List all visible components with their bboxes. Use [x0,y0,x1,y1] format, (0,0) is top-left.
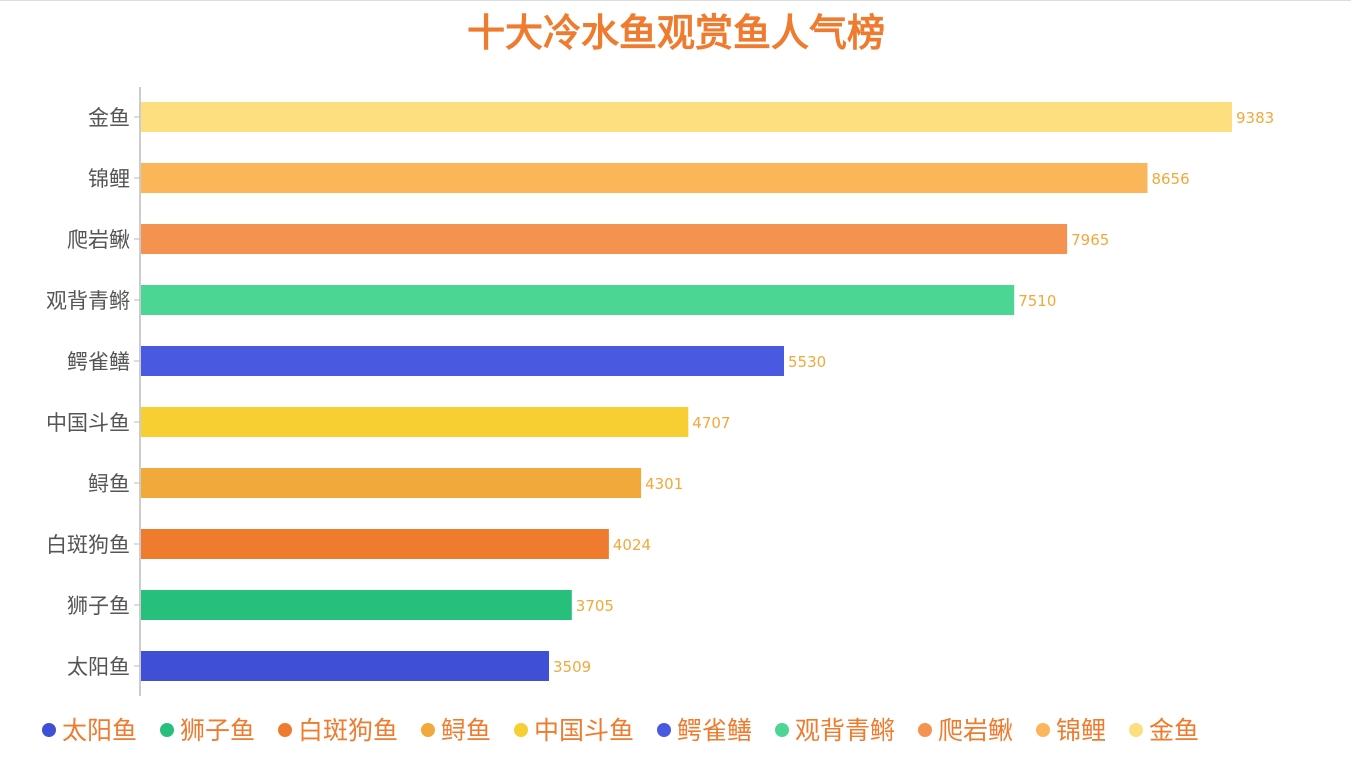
bar[interactable] [141,468,642,498]
data-label: 5530 [788,353,826,371]
legend-marker-icon [160,723,174,737]
legend-marker-icon [657,723,671,737]
y-tick-label: 中国斗鱼 [46,411,130,435]
legend-item[interactable]: 太阳鱼 [42,716,137,745]
bar[interactable] [141,285,1015,315]
legend-label: 金鱼 [1149,716,1199,745]
legend-marker-icon [514,723,528,737]
legend-marker-icon [42,723,56,737]
legend-item[interactable]: 锦鲤 [1036,716,1106,745]
y-tick-label: 鲟鱼 [88,472,130,496]
legend-item[interactable]: 狮子鱼 [160,716,255,745]
legend-label: 中国斗鱼 [534,716,634,745]
legend-marker-icon [278,723,292,737]
legend-item[interactable]: 鳄雀鳝 [657,716,752,745]
legend-label: 狮子鱼 [180,716,255,745]
legend-label: 观背青鳉 [795,716,895,745]
legend-marker-icon [1129,723,1143,737]
legend-item[interactable]: 观背青鳉 [775,716,895,745]
bar[interactable] [141,529,609,559]
legend-label: 锦鲤 [1056,716,1106,745]
legend-label: 太阳鱼 [62,716,137,745]
data-label: 3705 [576,597,614,615]
data-label: 7510 [1018,292,1056,310]
y-tick-label: 白斑狗鱼 [46,533,130,557]
data-label: 4301 [645,475,683,493]
bar[interactable] [141,102,1232,132]
bar[interactable] [141,651,550,681]
data-label: 7965 [1071,231,1109,249]
legend-marker-icon [421,723,435,737]
bar[interactable] [141,590,572,620]
legend-label: 白斑狗鱼 [298,716,398,745]
y-tick-label: 观背青鳉 [46,289,130,313]
y-tick-label: 锦鲤 [88,167,130,191]
legend-item[interactable]: 白斑狗鱼 [278,716,398,745]
data-label: 4707 [692,414,730,432]
bar[interactable] [141,224,1068,254]
y-tick-label: 金鱼 [88,106,130,130]
y-tick-label: 爬岩鳅 [67,228,130,252]
legend-item[interactable]: 鲟鱼 [421,716,491,745]
y-tick-label: 太阳鱼 [67,655,130,679]
bar[interactable] [141,346,784,376]
data-label: 4024 [613,536,651,554]
data-label: 8656 [1151,170,1189,188]
y-tick-label: 鳄雀鳝 [67,350,130,374]
y-tick-label: 狮子鱼 [67,594,130,618]
legend-marker-icon [775,723,789,737]
legend-item[interactable]: 金鱼 [1129,716,1199,745]
legend-label: 鳄雀鳝 [677,716,752,745]
legend-item[interactable]: 爬岩鳅 [918,716,1013,745]
legend-label: 爬岩鳅 [938,716,1013,745]
legend-marker-icon [918,723,932,737]
legend-label: 鲟鱼 [441,716,491,745]
data-label: 9383 [1236,109,1274,127]
data-label: 3509 [553,658,591,676]
bar[interactable] [141,163,1148,193]
legend-item[interactable]: 中国斗鱼 [514,716,634,745]
bar[interactable] [141,407,689,437]
chart-title: 十大冷水鱼观赏鱼人气榜 [467,11,885,55]
legend-marker-icon [1036,723,1050,737]
